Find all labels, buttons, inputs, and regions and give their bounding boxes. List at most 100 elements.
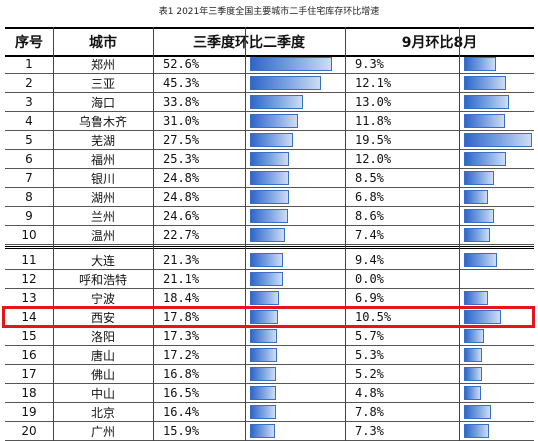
q3-value: 27.5%: [163, 133, 200, 147]
q3-bar-cell: [245, 169, 345, 187]
city-name: 兰州: [90, 209, 115, 224]
q3-value: 17.2%: [163, 348, 200, 362]
sep-bar-cell: [459, 270, 534, 288]
q3-bar: [250, 171, 289, 185]
header-city: 城市: [89, 35, 117, 51]
city-name: 大连: [90, 253, 115, 268]
sep-value: 0.0%: [355, 272, 384, 286]
row-number: 18: [21, 386, 37, 400]
table-row: 10 温州 22.7% 7.4%: [5, 226, 534, 245]
row-number: 2: [25, 76, 33, 90]
q3-bar-cell: [245, 93, 345, 111]
sep-bar-cell: [459, 365, 534, 383]
sep-value: 12.1%: [355, 76, 392, 90]
q3-value: 15.9%: [163, 424, 200, 438]
q3-bar: [250, 272, 283, 286]
sep-bar: [464, 329, 484, 343]
city-name: 宁波: [90, 291, 115, 306]
q3-bar: [250, 386, 276, 400]
q3-value: 18.4%: [163, 291, 200, 305]
q3-bar-cell: [245, 188, 345, 206]
sep-value: 13.0%: [355, 95, 392, 109]
sep-bar-cell: [459, 74, 534, 92]
table-row: 12 呼和浩特 21.1% 0.0%: [5, 270, 534, 289]
sep-value: 10.5%: [355, 310, 392, 324]
sep-bar: [464, 114, 505, 128]
sep-bar-cell: [459, 251, 534, 269]
sep-bar-cell: [459, 93, 534, 111]
row-number: 3: [25, 95, 33, 109]
q3-bar-cell: [245, 207, 345, 225]
q3-bar: [250, 57, 332, 71]
row-number: 9: [25, 209, 33, 223]
table-row: 20 广州 15.9% 7.3%: [5, 422, 534, 441]
sep-bar-cell: [459, 169, 534, 187]
table-caption: 表1 2021年三季度全国主要城市二手住宅库存环比增速: [158, 7, 380, 17]
q3-bar-cell: [245, 112, 345, 130]
q3-bar: [250, 209, 288, 223]
sep-bar-cell: [459, 55, 534, 73]
city-name: 佛山: [90, 367, 115, 382]
q3-bar-cell: [245, 74, 345, 92]
table-row: 17 佛山 16.8% 5.2%: [5, 365, 534, 384]
row-number: 15: [21, 329, 37, 343]
sep-bar-cell: [459, 112, 534, 130]
column-divider: [153, 27, 154, 441]
sep-bar-cell: [459, 226, 534, 244]
column-divider: [245, 27, 246, 441]
sep-value: 5.2%: [355, 367, 384, 381]
sep-bar-cell: [459, 327, 534, 345]
group-separator: [5, 246, 534, 249]
sep-value: 9.3%: [355, 57, 384, 71]
row-number: 17: [21, 367, 37, 381]
city-name: 洛阳: [90, 329, 115, 344]
q3-bar-cell: [245, 384, 345, 402]
table-row: 2 三亚 45.3% 12.1%: [5, 74, 534, 93]
table-row: 6 福州 25.3% 12.0%: [5, 150, 534, 169]
sep-bar: [464, 152, 506, 166]
sep-value: 6.8%: [355, 190, 384, 204]
q3-value: 24.8%: [163, 190, 200, 204]
row-number: 6: [25, 152, 33, 166]
header-no: 序号: [15, 35, 43, 51]
q3-bar-cell: [245, 150, 345, 168]
sep-bar: [464, 310, 501, 324]
city-name: 西安: [90, 310, 115, 325]
sep-bar-cell: [459, 384, 534, 402]
column-divider: [53, 27, 54, 441]
city-name: 芜湖: [90, 133, 115, 148]
row-number: 7: [25, 171, 33, 185]
q3-bar: [250, 152, 289, 166]
row-number: 8: [25, 190, 33, 204]
q3-value: 17.3%: [163, 329, 200, 343]
table-row: 18 中山 16.5% 4.8%: [5, 384, 534, 403]
sep-value: 7.4%: [355, 228, 384, 242]
q3-value: 22.7%: [163, 228, 200, 242]
table-row: 16 唐山 17.2% 5.3%: [5, 346, 534, 365]
row-number: 4: [25, 114, 33, 128]
sep-bar: [464, 133, 532, 147]
q3-bar-cell: [245, 251, 345, 269]
q3-value: 21.1%: [163, 272, 200, 286]
sep-bar-cell: [459, 346, 534, 364]
sep-value: 19.5%: [355, 133, 392, 147]
sep-value: 11.8%: [355, 114, 392, 128]
sep-bar: [464, 171, 494, 185]
sep-value: 4.8%: [355, 386, 384, 400]
sep-bar-cell: [459, 289, 534, 307]
q3-bar: [250, 190, 289, 204]
header-sep: 9月环比8月: [401, 35, 478, 51]
q3-bar-cell: [245, 226, 345, 244]
sep-bar-cell: [459, 188, 534, 206]
sep-bar: [464, 209, 494, 223]
q3-bar-cell: [245, 270, 345, 288]
q3-value: 33.8%: [163, 95, 200, 109]
city-name: 乌鲁木齐: [78, 114, 127, 129]
city-name: 福州: [90, 152, 115, 167]
sep-bar: [464, 348, 482, 362]
row-number: 10: [21, 228, 37, 242]
row-number: 19: [21, 405, 37, 419]
column-divider: [345, 27, 346, 441]
table-row: 11 大连 21.3% 9.4%: [5, 251, 534, 270]
sep-value: 7.3%: [355, 424, 384, 438]
